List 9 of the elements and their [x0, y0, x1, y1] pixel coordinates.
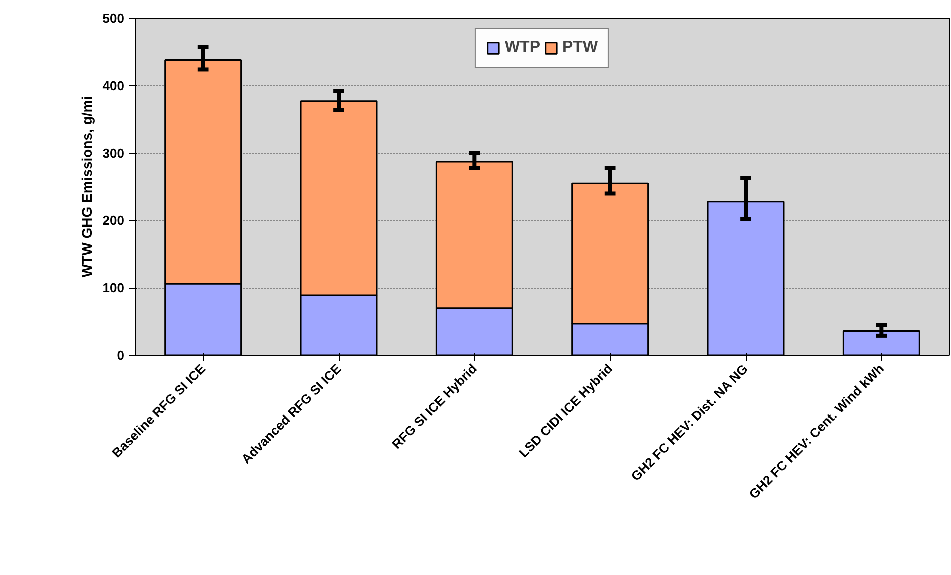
y-tick-label: 0 — [117, 348, 125, 363]
y-tick-label: 400 — [102, 78, 125, 94]
y-tick-label: 500 — [102, 11, 125, 26]
y-tick-label: 200 — [102, 213, 125, 228]
y-tick-label: 100 — [102, 280, 125, 296]
legend-label: PTW — [562, 39, 598, 57]
y-tick-label: 300 — [102, 146, 125, 161]
legend-label: WTP — [504, 39, 540, 57]
y-axis-title: WTW GHG Emissions, g/mi — [78, 96, 95, 278]
